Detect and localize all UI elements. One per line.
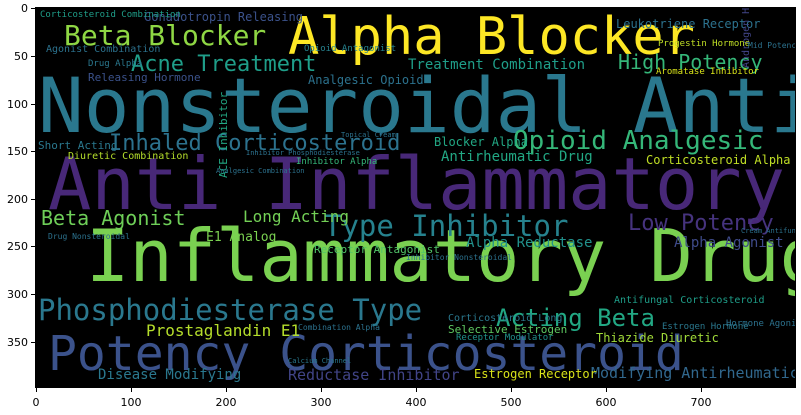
y-tick-mark (31, 294, 35, 295)
word: Corticosteroid Long (448, 313, 563, 324)
x-tick-label: 100 (120, 396, 142, 409)
word: Drug Nonsteroidal (48, 232, 130, 241)
word: High Potency (618, 50, 763, 74)
word: Alpha Blocker (288, 7, 695, 67)
word: Mid Potency (748, 41, 796, 50)
word: Potency Corticosteroid (48, 326, 684, 382)
y-tick-label: 250 (7, 240, 28, 253)
word: Modifying Antirheumatic (591, 364, 796, 382)
word: Releasing Hormone (88, 71, 201, 84)
word: Inflammatory Drug (86, 214, 796, 298)
y-tick-label: 0 (21, 2, 28, 15)
word: Phosphodiesterase Type (38, 293, 423, 327)
x-tick-mark (511, 388, 512, 392)
word: Antirheumatic Drug (441, 149, 593, 165)
y-tick-label: 300 (7, 288, 28, 301)
word: Gonadotropin Releasing (144, 10, 303, 24)
word: Disease Modifying (98, 367, 242, 383)
word: Anti Inflammatory (48, 142, 785, 226)
word: Leukotriene Receptor (616, 17, 761, 31)
word: Corticosteroid Alpha (646, 153, 791, 167)
y-tick-mark (31, 56, 35, 57)
word: Alpha Agonist (674, 235, 784, 251)
word: Nonsteroidal Anti (38, 61, 796, 150)
x-tick-mark (416, 388, 417, 392)
word: Androgen Hormone (741, 7, 752, 68)
word: Analgesic Combination (216, 167, 305, 175)
y-tick-label: 100 (7, 98, 28, 111)
word: Drug Alpha (88, 59, 143, 69)
word: Agonist Combination (46, 44, 161, 55)
x-tick-mark (131, 388, 132, 392)
word: Cream Antifungal (741, 227, 796, 235)
word: Topical Cream (341, 131, 396, 139)
x-tick-label: 500 (500, 396, 522, 409)
x-tick-mark (321, 388, 322, 392)
word-cloud: Alpha Blocker Nonsteroidal Anti Anti Inf… (35, 7, 796, 388)
word: Progestin Hormone (658, 39, 751, 49)
word: Receptor Antagonist (314, 243, 440, 256)
word: Hormone Agonist (726, 319, 796, 329)
y-tick-label: 50 (14, 50, 28, 63)
y-tick-mark (31, 342, 35, 343)
word: Short Acting (38, 139, 118, 152)
word: ACE Inhibitor (217, 91, 230, 178)
word: Opioid Antagonist (304, 44, 397, 54)
word: Inhibitor Nonsteroidal (406, 253, 512, 262)
x-tick-label: 700 (690, 396, 712, 409)
word: Long Acting (243, 207, 349, 226)
word: E1 Analog (206, 230, 277, 245)
y-tick-mark (31, 246, 35, 247)
y-tick-mark (31, 151, 35, 152)
word: Inhibitor Alpha (296, 157, 378, 167)
word: Estrogen Receptor (474, 367, 597, 381)
word: Corticosteroid Combination (40, 10, 181, 20)
word: Receptor Modulator (456, 333, 554, 343)
word: Opioid Analgesic (513, 126, 764, 156)
x-tick-label: 600 (595, 396, 617, 409)
word: Acting Beta (496, 304, 655, 332)
word: Inhibitor Phosphodiesterase (246, 149, 360, 157)
word: Analgesic Opioid (308, 73, 424, 87)
y-tick-mark (31, 8, 35, 9)
word: Selective Estrogen (448, 323, 568, 336)
word: Blocker Alpha (434, 135, 528, 149)
y-tick-label: 200 (7, 193, 28, 206)
word: Estrogen Hormone (662, 322, 749, 332)
x-tick-label: 400 (405, 396, 427, 409)
y-tick-mark (31, 104, 35, 105)
word: Reductase Inhibitor (288, 366, 460, 384)
x-tick-label: 200 (215, 396, 237, 409)
word: Prostaglandin E1 (146, 321, 301, 340)
x-tick-mark (226, 388, 227, 392)
word: Calcium Channel (288, 357, 352, 365)
word: Type Inhibitor (324, 209, 569, 243)
word: Acne Treatment (131, 52, 317, 77)
x-tick-label: 0 (32, 396, 40, 409)
word: Aromatase Inhibitor (656, 67, 759, 77)
word: Treatment Combination (408, 57, 586, 73)
word: Alpha Reductase (466, 235, 593, 251)
word: Low Potency (628, 211, 774, 236)
x-tick-label: 300 (310, 396, 332, 409)
word: Beta Blocker (64, 19, 267, 52)
word: Beta Agonist (41, 206, 186, 230)
y-tick-mark (31, 199, 35, 200)
word: Diuretic Combination (68, 151, 189, 162)
word: Antifungal Corticosteroid (614, 295, 765, 306)
y-tick-label: 350 (7, 336, 28, 349)
x-tick-mark (701, 388, 702, 392)
word: Inhaled Corticosteroid (109, 131, 401, 156)
x-tick-mark (36, 388, 37, 392)
y-tick-label: 150 (7, 145, 28, 158)
word: Thiazide Diuretic (596, 331, 719, 345)
x-tick-mark (606, 388, 607, 392)
word: Combination Alpha (298, 323, 380, 332)
